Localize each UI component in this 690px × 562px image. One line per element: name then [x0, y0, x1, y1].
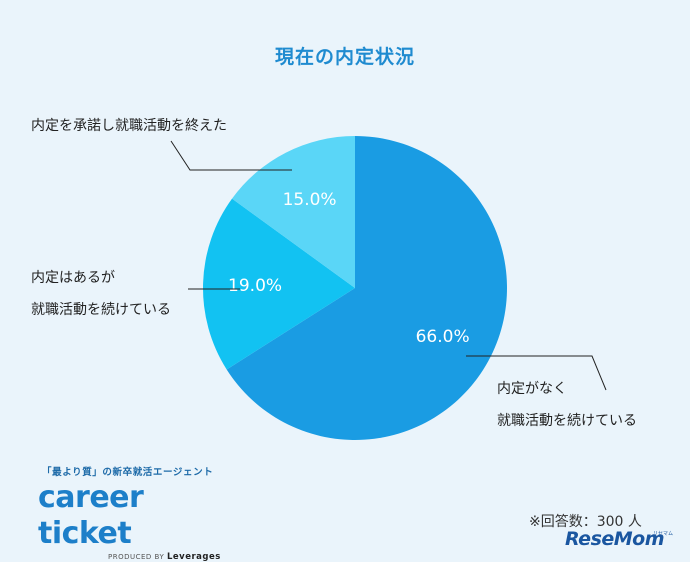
pie-value-label-no-offer-continuing: 66.0% — [416, 327, 470, 347]
career-ticket-logo: career ticket — [38, 480, 144, 551]
pie-slice-has-offer-continuing — [203, 198, 355, 370]
pie-value-label-finished: 15.0% — [283, 190, 337, 210]
slice-label-no-offer-line-2: 就職活動を続けている — [497, 413, 637, 429]
pie-slice-finished — [232, 136, 355, 288]
pie-slice-no-offer-continuing — [226, 136, 507, 440]
slice-label-has-offer-continuing: 内定はあるが 就職活動を続けている — [31, 262, 171, 326]
respondent-count-note: ※回答数：300 人 — [529, 514, 642, 530]
produced-by-text: PRODUCED BY — [108, 553, 165, 561]
pie-value-label-has-offer-continuing: 19.0% — [228, 276, 282, 296]
resemom-watermark-sub: リセマム — [653, 531, 674, 537]
chart-title: 現在の内定状況 — [274, 46, 415, 68]
brand-logo-block: 「最より質」の新卒就活エージェント career ticket PRODUCED… — [38, 464, 238, 562]
slice-label-no-offer-line-1: 内定がなく — [497, 381, 567, 397]
leader-line-finished — [170, 140, 292, 171]
slice-label-no-offer-continuing: 内定がなく 就職活動を続けている — [497, 373, 637, 437]
company-name: Leverages — [166, 552, 221, 562]
brand-produced-by: PRODUCED BY Leverages — [108, 552, 238, 562]
brand-tagline: 「最より質」の新卒就活エージェント — [42, 467, 214, 478]
slice-label-has-offer-line-2: 就職活動を続けている — [31, 302, 171, 318]
slice-label-finished: 内定を承諾し就職活動を終えた — [31, 110, 227, 142]
slice-label-finished-line-1: 内定を承諾し就職活動を終えた — [31, 118, 227, 134]
leader-line-no-offer — [466, 355, 607, 391]
slice-label-has-offer-line-1: 内定はあるが — [31, 270, 115, 286]
resemom-watermark: ReseMom — [565, 528, 665, 550]
